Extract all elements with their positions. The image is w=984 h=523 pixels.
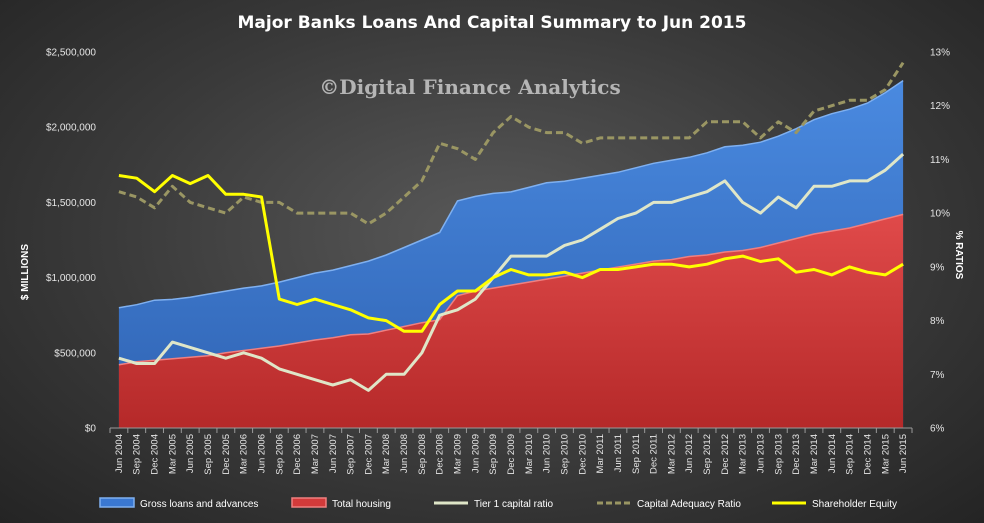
x-tick-label: Jun 2015 bbox=[898, 434, 909, 473]
x-tick-label: Dec 2004 bbox=[150, 434, 161, 475]
y-tick-label: $500,000 bbox=[54, 348, 96, 359]
x-tick-label: Jun 2014 bbox=[827, 434, 838, 473]
x-tick-label: Mar 2013 bbox=[738, 434, 749, 474]
x-tick-label: Dec 2006 bbox=[292, 434, 303, 475]
x-tick-label: Mar 2009 bbox=[453, 434, 464, 474]
x-tick-label: Jun 2012 bbox=[684, 434, 695, 473]
axes: $0 $500,000 $1,000,000 $1,500,000 $2,000,000… bbox=[46, 48, 950, 475]
watermark: ©Digital Finance Analytics bbox=[319, 75, 621, 99]
x-tick-label: Mar 2006 bbox=[239, 434, 250, 474]
legend-item-0: Gross loans and advances bbox=[99, 497, 258, 510]
y2-tick-label: 12% bbox=[930, 101, 950, 112]
legend-item-3: Capital Adequacy Ratio bbox=[597, 499, 741, 510]
x-tick-label: Jun 2011 bbox=[613, 434, 624, 472]
y2-tick-label: 8% bbox=[930, 316, 945, 327]
chart-title: Major Banks Loans And Capital Summary to… bbox=[238, 13, 747, 33]
y2-tick-label: 10% bbox=[930, 209, 950, 220]
y2-tick-label: 9% bbox=[930, 262, 945, 273]
x-tick-label: Mar 2011 bbox=[595, 434, 606, 473]
x-tick-label: Sep 2014 bbox=[845, 434, 856, 475]
x-tick-label: Sep 2011 bbox=[631, 434, 642, 474]
x-tick-label: Dec 2014 bbox=[862, 434, 873, 475]
x-tick-label: Sep 2007 bbox=[346, 434, 357, 475]
x-tick-label: Mar 2012 bbox=[666, 434, 677, 474]
x-tick-label: Dec 2005 bbox=[221, 434, 232, 475]
x-tick-label: Mar 2005 bbox=[167, 434, 178, 474]
y2-tick-label: 7% bbox=[930, 370, 945, 381]
x-tick-label: Dec 2013 bbox=[791, 434, 802, 475]
y-tick-label: $2,000,000 bbox=[46, 123, 96, 134]
x-tick-label: Mar 2007 bbox=[310, 434, 321, 474]
x-tick-label: Jun 2004 bbox=[114, 434, 125, 473]
area-series-1 bbox=[118, 214, 904, 428]
x-tick-label: Jun 2010 bbox=[542, 434, 553, 473]
x-tick-label: Jun 2006 bbox=[257, 434, 268, 473]
line-series-1 bbox=[118, 61, 905, 226]
x-tick-label: Sep 2013 bbox=[773, 434, 784, 475]
x-tick-label: Dec 2008 bbox=[435, 434, 446, 475]
x-tick-label: Mar 2015 bbox=[880, 434, 891, 474]
legend-label: Gross loans and advances bbox=[140, 499, 258, 510]
legend-item-2: Tier 1 capital ratio bbox=[434, 499, 554, 510]
x-tick-label: Sep 2004 bbox=[132, 434, 143, 475]
x-tick-label: Sep 2008 bbox=[417, 434, 428, 475]
x-tick-label: Mar 2014 bbox=[809, 434, 820, 474]
legend-label: Tier 1 capital ratio bbox=[474, 499, 554, 510]
y-axis-label: $ MILLIONS bbox=[20, 244, 31, 300]
legend-label: Shareholder Equity bbox=[812, 499, 897, 510]
y2-tick-label: 6% bbox=[930, 424, 945, 435]
y-tick-label: $1,000,000 bbox=[46, 273, 96, 284]
y-tick-label: $1,500,000 bbox=[46, 198, 96, 209]
line-series-0 bbox=[118, 152, 905, 392]
x-tick-label: Dec 2012 bbox=[720, 434, 731, 475]
legend-item-4: Shareholder Equity bbox=[772, 499, 897, 510]
y2-tick-label: 11% bbox=[930, 155, 949, 166]
x-tick-label: Jun 2008 bbox=[399, 434, 410, 473]
x-tick-label: Jun 2007 bbox=[328, 434, 339, 473]
y-tick-label: $0 bbox=[85, 424, 97, 435]
area-edge-1 bbox=[118, 213, 904, 366]
x-tick-label: Jun 2005 bbox=[185, 434, 196, 473]
x-tick-label: Dec 2010 bbox=[577, 434, 588, 475]
legend-label: Total housing bbox=[332, 499, 391, 510]
y-tick-label: $2,500,000 bbox=[46, 48, 96, 59]
legend-swatch bbox=[99, 497, 135, 508]
x-tick-label: Dec 2009 bbox=[506, 434, 517, 475]
y2-axis-label: % RATIOS bbox=[953, 231, 964, 280]
x-tick-label: Sep 2009 bbox=[488, 434, 499, 475]
y2-tick-label: 13% bbox=[930, 48, 950, 59]
legend: Gross loans and advances Total housing Tie… bbox=[99, 497, 897, 510]
x-tick-label: Mar 2008 bbox=[381, 434, 392, 474]
area-edge-0 bbox=[118, 79, 904, 309]
x-tick-label: Sep 2010 bbox=[560, 434, 571, 475]
x-tick-label: Jun 2009 bbox=[470, 434, 481, 473]
x-tick-label: Sep 2006 bbox=[274, 434, 285, 475]
x-tick-label: Dec 2007 bbox=[363, 434, 374, 475]
legend-label: Capital Adequacy Ratio bbox=[637, 499, 741, 510]
x-tick-label: Dec 2011 bbox=[649, 434, 660, 474]
legend-item-1: Total housing bbox=[291, 497, 391, 510]
plot-area bbox=[118, 61, 905, 428]
x-tick-label: Sep 2012 bbox=[702, 434, 713, 475]
x-tick-label: Mar 2010 bbox=[524, 434, 535, 474]
line-series-2 bbox=[118, 174, 904, 333]
x-tick-label: Jun 2013 bbox=[756, 434, 767, 473]
legend-swatch bbox=[291, 497, 327, 508]
x-tick-label: Sep 2005 bbox=[203, 434, 214, 475]
